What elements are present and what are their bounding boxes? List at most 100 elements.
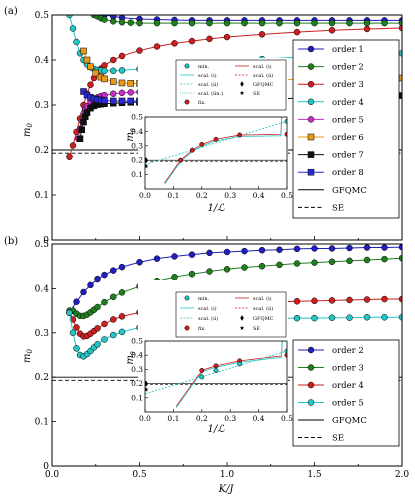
inset-legend-label: scal. (i) — [198, 305, 217, 312]
series-point — [311, 297, 318, 305]
legend-label: GFQMC — [332, 416, 367, 426]
panel-a-inset: min. scal. (i) scal. (ii) scal. (lin.) fix. s… — [125, 58, 293, 214]
inset-legend-label: scal. (i) — [253, 295, 272, 302]
inset-fit-red — [164, 117, 283, 184]
inset-b-xlabel: 1/ℒ — [208, 424, 226, 435]
series-point — [73, 38, 80, 46]
series-point — [346, 314, 353, 321]
series-point — [206, 268, 213, 275]
panel-b-xlabel: K/J — [218, 484, 235, 495]
inset-y-tick-label: 0.2 — [131, 379, 143, 388]
series-point — [73, 324, 80, 331]
series-point — [346, 257, 353, 265]
series-point — [118, 263, 126, 271]
inset-legend-label: scal. (ii) — [253, 72, 273, 79]
y-tick-label: 0.4 — [35, 284, 50, 294]
series-point — [118, 52, 126, 60]
series-point — [80, 47, 87, 55]
inset-fix-point — [178, 157, 183, 163]
series-point — [188, 37, 196, 45]
series-point — [188, 19, 196, 27]
series-point — [127, 80, 134, 87]
series-point — [223, 248, 231, 256]
series-point — [69, 142, 77, 149]
panel-a-ylabel: m0 — [22, 122, 34, 136]
series-point — [110, 67, 117, 75]
inset-y-tick-label: 0.4 — [131, 351, 143, 360]
y-tick-label: 0.5 — [35, 11, 50, 21]
series-point — [346, 244, 353, 252]
inset-y-tick-label: 0.5 — [131, 337, 143, 346]
legend-marker — [307, 80, 315, 88]
inset-x-tick-label: 0.5 — [281, 191, 293, 200]
series-point — [346, 19, 353, 27]
series-point — [398, 24, 402, 32]
inset-x-tick-label: 0.0 — [139, 191, 151, 200]
series-point — [110, 267, 117, 274]
series-point — [80, 118, 87, 126]
inset-x-tick-label: 0.2 — [196, 414, 208, 423]
series-point — [73, 298, 80, 305]
series-point — [398, 254, 402, 262]
series-point — [78, 126, 85, 133]
series-point — [118, 89, 126, 97]
series-point — [293, 28, 301, 36]
legend-label: order 6 — [332, 133, 364, 143]
series-point — [363, 296, 371, 303]
legend-marker — [307, 151, 315, 158]
legend-marker — [307, 45, 315, 53]
legend-marker — [307, 133, 315, 141]
inset-legend-label: SE — [253, 326, 260, 332]
inset-y-tick-label: 0.1 — [131, 170, 143, 179]
inset-legend-label: scal. (ii) — [198, 315, 218, 322]
series-point — [87, 63, 94, 70]
series-point — [110, 97, 117, 105]
series-line-0 — [104, 15, 402, 21]
series-point — [94, 341, 101, 348]
inset-x-tick-label: 0.1 — [167, 191, 179, 200]
series-point — [398, 244, 402, 251]
inset-se-point — [145, 163, 149, 169]
series-point — [118, 79, 126, 87]
y-tick-label: 0 — [43, 462, 49, 472]
series-point — [101, 97, 108, 104]
series-point — [101, 320, 108, 328]
series-point — [328, 258, 336, 266]
series-point — [127, 89, 134, 96]
series-point — [66, 309, 73, 317]
series-point — [171, 40, 178, 47]
legend-label: order 8 — [332, 168, 364, 178]
series-point — [136, 47, 143, 54]
inset-x-tick-label: 0.2 — [196, 191, 208, 200]
series-point — [110, 56, 117, 64]
panel-b: 0 0.1 0.2 0.3 0.4 0.5 0.0 0.5 1.0 1.5 2.0 m0 K/J o… — [22, 240, 409, 495]
series-point — [241, 264, 248, 271]
legend-marker — [307, 399, 315, 406]
series-point — [381, 19, 388, 27]
inset-fix-point — [199, 141, 205, 147]
series-point — [381, 255, 388, 263]
inset-x-tick-label: 0.1 — [167, 414, 179, 423]
series-point — [83, 109, 91, 116]
series-point — [118, 67, 126, 74]
panel-b-legend: order 2 order 3 order 4 order 5 GFQMC SE — [292, 339, 400, 447]
series-point — [258, 262, 266, 270]
series-point — [118, 97, 126, 105]
inset-x-tick-label: 0.4 — [253, 191, 265, 200]
series-point — [101, 16, 108, 23]
y-tick-label: 0.1 — [35, 191, 49, 201]
series-point — [188, 270, 196, 278]
series-point — [87, 81, 94, 88]
legend-label: order 4 — [332, 98, 364, 108]
series-point — [69, 316, 77, 323]
inset-legend-label: scal. (i) — [198, 72, 217, 79]
series-point — [101, 75, 108, 83]
series-point — [346, 296, 353, 304]
inset-legend-marker — [184, 99, 190, 105]
series-point — [311, 259, 318, 266]
series-point — [258, 246, 266, 254]
legend-label: order 2 — [332, 63, 364, 73]
x-tick-label: 1.0 — [220, 470, 235, 480]
legend-label: order 7 — [332, 151, 364, 161]
